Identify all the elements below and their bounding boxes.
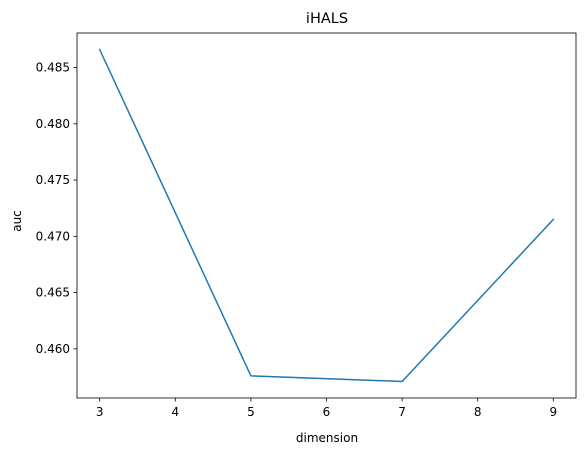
x-tick-label: 4 bbox=[171, 405, 179, 419]
x-tick-label: 9 bbox=[549, 405, 557, 419]
chart-title: iHALS bbox=[306, 11, 348, 27]
x-tick-label: 3 bbox=[96, 405, 104, 419]
plot-area bbox=[76, 32, 577, 399]
x-axis-label: dimension bbox=[296, 431, 358, 445]
y-tick-label: 0.465 bbox=[36, 286, 70, 300]
y-tick-label: 0.475 bbox=[36, 173, 70, 187]
series-line-0 bbox=[98, 48, 555, 383]
x-tick-label: 5 bbox=[247, 405, 255, 419]
y-tick-label: 0.460 bbox=[36, 342, 70, 356]
x-tick-label: 8 bbox=[474, 405, 482, 419]
y-tick-label: 0.480 bbox=[36, 117, 70, 131]
y-tick-label: 0.485 bbox=[36, 61, 70, 75]
x-tick-label: 6 bbox=[323, 405, 331, 419]
y-tick-label: 0.470 bbox=[36, 229, 70, 243]
axis-ticks: 3 4 5 6 7 8 9 0.460 0.465 0.470 0.475 0.480 0.485 bbox=[36, 61, 557, 419]
axes-frame bbox=[76, 32, 577, 399]
x-tick-label: 7 bbox=[398, 405, 406, 419]
y-axis-label: auc bbox=[10, 210, 24, 232]
